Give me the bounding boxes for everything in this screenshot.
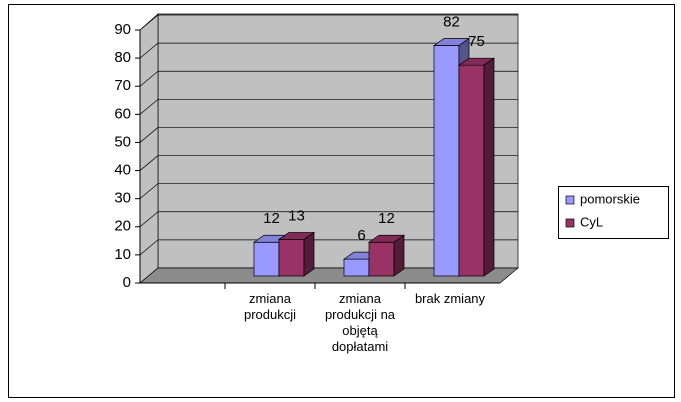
- bars: [252, 37, 496, 277]
- x-tick-label: brak zmiany: [414, 291, 486, 306]
- y-tick-label: 50: [114, 133, 131, 150]
- legend-box: [558, 186, 669, 239]
- y-tick-label: 90: [114, 21, 131, 38]
- grid-line-side: [139, 14, 159, 31]
- bar-front: [458, 64, 485, 277]
- y-tick-label: 80: [114, 49, 131, 66]
- grid-line-side: [139, 70, 159, 87]
- bar: [277, 231, 316, 277]
- bar-front: [343, 258, 370, 277]
- bar-front: [368, 241, 395, 277]
- grid-line-side: [139, 239, 159, 256]
- value-label: 12: [378, 210, 395, 227]
- legend-swatch: [565, 195, 575, 205]
- bar-front: [278, 239, 305, 277]
- grid-line-side: [139, 127, 159, 143]
- y-tick-label: 40: [114, 162, 131, 179]
- value-label: 12: [263, 210, 280, 227]
- legend-swatch: [565, 218, 575, 228]
- grid-line-side: [139, 155, 159, 171]
- y-tick-label: 30: [114, 190, 131, 207]
- x-tick-label: zmiana produkcji na objętą dopłatami: [324, 291, 396, 354]
- bar-side: [303, 231, 315, 277]
- side-wall: [139, 13, 159, 284]
- y-tick-label: 10: [114, 246, 131, 263]
- bar: [367, 234, 406, 277]
- grid-line-side: [139, 183, 159, 199]
- y-tick-label: 70: [114, 77, 131, 94]
- x-tick-label: zmiana produkcji: [243, 291, 297, 322]
- value-label: 82: [443, 13, 460, 30]
- bar-front: [433, 45, 460, 277]
- y-tick-label: 60: [114, 105, 131, 122]
- grid-line-side: [139, 99, 159, 115]
- legend-label: CyL: [580, 214, 603, 229]
- legend-label: pomorskie: [580, 191, 640, 206]
- bar-side: [483, 57, 495, 277]
- y-tick-label: 0: [123, 274, 131, 291]
- value-label: 6: [357, 227, 365, 244]
- value-label: 75: [468, 33, 485, 50]
- grid-line-side: [139, 42, 159, 59]
- bar-side: [393, 234, 405, 277]
- y-tick-label: 20: [114, 218, 131, 235]
- value-label: 13: [288, 207, 305, 224]
- grid-line-side: [139, 211, 159, 228]
- bar: [457, 57, 496, 277]
- bar-front: [253, 241, 280, 277]
